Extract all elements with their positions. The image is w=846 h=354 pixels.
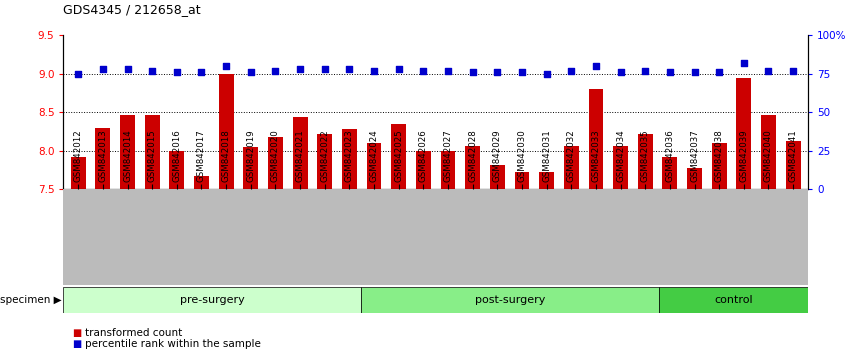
Point <box>195 69 208 75</box>
Bar <box>659 287 808 313</box>
Point <box>688 69 701 75</box>
Bar <box>786 141 800 354</box>
Bar <box>589 89 603 354</box>
Point <box>540 71 553 77</box>
Bar <box>219 74 233 354</box>
Bar <box>392 124 406 354</box>
Bar <box>638 134 652 354</box>
Bar <box>268 137 283 354</box>
Point <box>466 69 480 75</box>
Point <box>614 69 628 75</box>
Point <box>761 68 775 74</box>
Point <box>219 63 233 69</box>
Bar <box>145 115 160 354</box>
Point <box>170 69 184 75</box>
Point <box>121 67 135 72</box>
Text: control: control <box>714 295 753 305</box>
Bar <box>63 287 361 313</box>
Bar <box>711 143 727 354</box>
Bar <box>441 151 455 354</box>
Bar <box>465 145 480 354</box>
Bar <box>194 176 209 354</box>
Point <box>491 69 504 75</box>
Bar <box>366 143 382 354</box>
Point <box>639 68 652 74</box>
Text: pre-surgery: pre-surgery <box>180 295 244 305</box>
Text: GDS4345 / 212658_at: GDS4345 / 212658_at <box>63 3 201 16</box>
Point <box>269 68 283 74</box>
Bar <box>736 78 751 354</box>
Point <box>96 67 110 72</box>
Bar <box>342 129 357 354</box>
Bar <box>514 172 530 354</box>
Bar <box>761 115 776 354</box>
Text: ■: ■ <box>72 328 81 338</box>
Bar <box>120 115 135 354</box>
Bar <box>416 151 431 354</box>
Point <box>589 63 602 69</box>
Text: specimen ▶: specimen ▶ <box>0 295 62 305</box>
Point <box>712 69 726 75</box>
Bar <box>361 287 659 313</box>
Point <box>787 68 800 74</box>
Text: transformed count: transformed count <box>85 328 182 338</box>
Point <box>343 67 356 72</box>
Point <box>71 71 85 77</box>
Bar <box>613 146 628 354</box>
Text: ■: ■ <box>72 339 81 349</box>
Point <box>318 67 332 72</box>
Bar <box>71 157 85 354</box>
Bar <box>687 168 702 354</box>
Text: percentile rank within the sample: percentile rank within the sample <box>85 339 261 349</box>
Point <box>416 68 430 74</box>
Bar <box>293 117 307 354</box>
Bar <box>564 146 579 354</box>
Point <box>442 68 455 74</box>
Point <box>392 67 405 72</box>
Bar <box>662 157 678 354</box>
Bar <box>244 147 258 354</box>
Text: post-surgery: post-surgery <box>475 295 546 305</box>
Bar <box>96 128 110 354</box>
Point <box>663 69 677 75</box>
Point <box>515 69 529 75</box>
Point <box>146 68 159 74</box>
Point <box>294 67 307 72</box>
Point <box>564 68 578 74</box>
Bar <box>539 172 554 354</box>
Point <box>244 69 257 75</box>
Point <box>367 68 381 74</box>
Bar <box>490 165 505 354</box>
Bar <box>169 151 184 354</box>
Point <box>737 60 750 66</box>
Bar <box>317 134 332 354</box>
